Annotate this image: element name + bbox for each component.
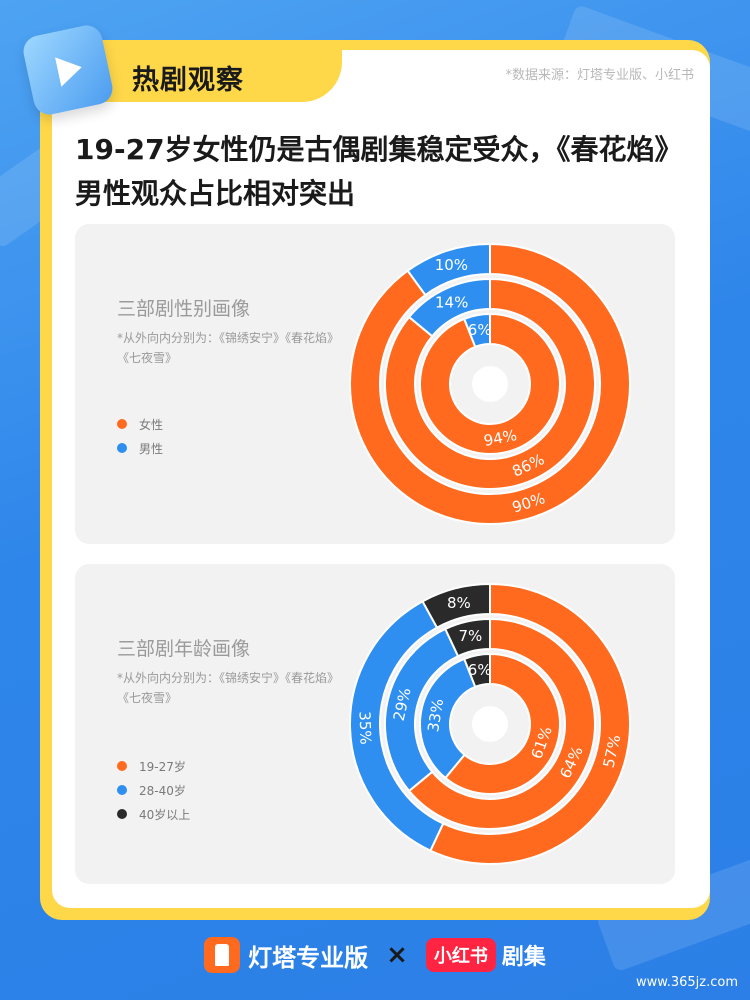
legend-dot-black [117,809,127,819]
legend-label: 40岁以上 [139,807,191,822]
donut-segment [443,617,491,658]
page-headline: 19-27岁女性仍是古偶剧集稳定受众，《春花焰》男性观众占比相对突出 [75,133,683,210]
legend-label: 28-40岁 [139,783,186,798]
donut-segment [407,277,491,338]
donut-segment [443,652,561,795]
dengta-brand-name: 灯塔专业版 [248,943,369,972]
age-donut-chart: 57%35%8%64%29%7%61%33%6% [349,582,631,865]
donut-segment [349,242,631,525]
chart-legend: 女性 男性 [117,412,163,460]
chart-note: *从外向内分别为：《锦绣安宁》《春花焰》《七夜雪》 [117,331,340,365]
donut-data-label: 6% [468,661,492,679]
donut-data-label: 35% [356,711,375,745]
dengta-brand: 灯塔专业版 [204,937,368,973]
donut-segment [406,242,491,297]
legend-dot-blue [117,443,127,453]
donut-data-label: 10% [435,256,468,274]
chart-title: 三部剧性别画像 [117,298,251,320]
play-icon [20,22,116,118]
legend-item: 女性 [117,412,163,436]
cross-symbol: × [386,940,408,970]
xiaohongshu-logo: 小红书 [425,938,496,972]
gender-chart-panel: 三部剧性别画像 *从外向内分别为：《锦绣安宁》《春花焰》《七夜雪》 女性 男性 … [75,224,675,544]
data-source-note: *数据来源：灯塔专业版、小红书 [505,68,694,83]
legend-dot-orange [117,419,127,429]
legend-item: 40岁以上 [117,802,190,826]
chart-note: *从外向内分别为：《锦绣安宁》《春花焰》《七夜雪》 [117,671,340,705]
legend-item: 28-40岁 [117,778,190,802]
watermark: www.365jz.com [636,975,738,990]
donut-data-label: 6% [468,321,492,339]
donut-data-label: 14% [435,294,468,312]
chart-legend: 19-27岁 28-40岁 40岁以上 [117,754,190,826]
legend-item: 男性 [117,436,163,460]
donut-data-label: 94% [482,426,518,450]
donut-segment [384,277,596,490]
donut-segment [462,312,491,349]
xiaohongshu-brand: 小红书 剧集 [425,938,546,972]
section-title: 热剧观察 [132,65,244,96]
donut-segment [429,582,631,865]
footer-brands: 灯塔专业版 × 小红书 剧集 [0,930,750,980]
dengta-logo-icon [204,937,241,973]
donut-data-label: 7% [458,627,482,645]
legend-label: 女性 [139,417,164,432]
legend-label: 19-27岁 [139,759,186,774]
chart-title: 三部剧年龄画像 [117,638,251,660]
donut-segment [419,312,561,455]
donut-segment [407,617,596,830]
donut-center [472,706,508,742]
donut-segment [419,657,477,780]
donut-segment [421,582,491,629]
legend-dot-orange [117,761,127,771]
legend-dot-blue [117,785,127,795]
xiaohongshu-brand-suffix: 剧集 [501,945,546,970]
legend-label: 男性 [139,441,164,456]
donut-segment [462,652,491,689]
age-chart-panel: 三部剧年龄画像 *从外向内分别为：《锦绣安宁》《春花焰》《七夜雪》 19-27岁… [75,564,675,884]
donut-center [472,366,508,402]
donut-data-label: 8% [447,594,471,612]
legend-item: 19-27岁 [117,754,190,778]
donut-data-label: 33% [424,698,447,734]
gender-donut-chart: 90%10%86%14%94%6% [349,242,631,525]
